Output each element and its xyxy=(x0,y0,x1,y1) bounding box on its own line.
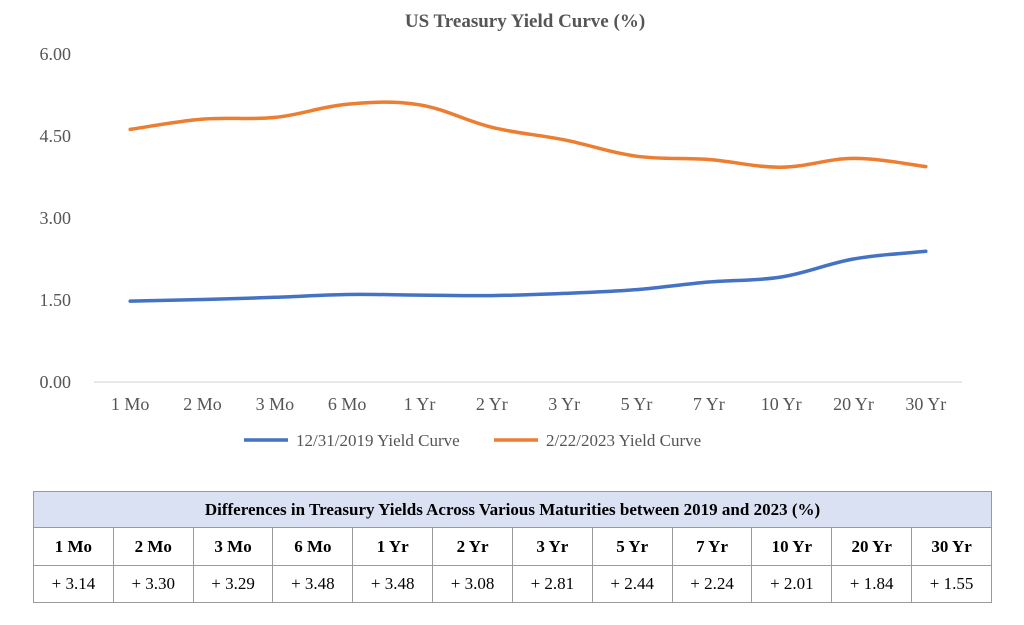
table-cell: + 1.84 xyxy=(831,565,913,603)
table-header-cell: 3 Yr xyxy=(511,527,593,566)
y-tick-labels: 0.00 1.50 3.00 4.50 6.00 xyxy=(40,44,72,392)
table-header-cell: 30 Yr xyxy=(911,527,992,566)
table-header-cell: 3 Mo xyxy=(192,527,274,566)
x-tick-label: 3 Mo xyxy=(256,394,295,414)
table-cell: + 2.44 xyxy=(591,565,673,603)
x-tick-label: 3 Yr xyxy=(548,394,580,414)
legend-label: 2/22/2023 Yield Curve xyxy=(546,431,701,450)
table-header-cell: 10 Yr xyxy=(751,527,833,566)
y-tick-label: 0.00 xyxy=(40,372,72,392)
table-header-cell: 7 Yr xyxy=(671,527,753,566)
table-cell: + 2.24 xyxy=(671,565,753,603)
table-cell: + 3.48 xyxy=(352,565,434,603)
legend-label: 12/31/2019 Yield Curve xyxy=(296,431,460,450)
table-cell: + 2.81 xyxy=(511,565,593,603)
series-line-1 xyxy=(128,249,928,303)
series-2-point xyxy=(707,158,711,161)
series-2-point xyxy=(128,127,132,131)
table-header-cell: 2 Yr xyxy=(432,527,513,566)
table-header-cell: 1 Mo xyxy=(33,527,114,566)
series-1-point xyxy=(635,288,638,292)
x-tick-label: 10 Yr xyxy=(761,394,802,414)
series-1-point xyxy=(779,275,783,279)
legend: 12/31/2019 Yield Curve 2/22/2023 Yield Cu… xyxy=(244,431,701,450)
y-tick-label: 6.00 xyxy=(40,44,72,64)
table-header-row: 1 Mo 2 Mo 3 Mo 6 Mo 1 Yr 2 Yr 3 Yr 5 Yr 7 Yr 10 Y… xyxy=(33,527,992,566)
series-2-point xyxy=(345,102,349,106)
table-header-cell: 2 Mo xyxy=(112,527,194,566)
series-lines xyxy=(128,100,928,303)
table-header-cell: 6 Mo xyxy=(272,527,354,566)
series-line-2 xyxy=(128,100,928,169)
table-cell: + 3.14 xyxy=(33,565,114,603)
table-caption-row: Differences in Treasury Yields Across Va… xyxy=(33,491,992,528)
series-2-point xyxy=(490,125,494,129)
x-tick-label: 6 Mo xyxy=(328,394,367,414)
yield-difference-table: Differences in Treasury Yields Across Va… xyxy=(33,491,992,603)
x-tick-label: 30 Yr xyxy=(905,394,946,414)
series-1-point xyxy=(273,295,277,299)
chart-svg: US Treasury Yield Curve (%) 0.00 1.50 3.00… xyxy=(40,11,962,450)
series-1-point xyxy=(418,293,421,297)
table-cell: + 2.01 xyxy=(751,565,833,603)
x-tick-label: 1 Yr xyxy=(404,394,436,414)
x-tick-label: 1 Mo xyxy=(111,394,150,414)
series-1-point xyxy=(852,257,855,261)
table-header-cell: 20 Yr xyxy=(831,527,913,566)
series-2-point xyxy=(273,115,277,119)
x-tick-labels: 1 Mo 2 Mo 3 Mo 6 Mo 1 Yr 2 Yr 3 Yr 5 Yr 7 Yr 10 Y… xyxy=(111,394,946,414)
table-row: + 3.14 + 3.30 + 3.29 + 3.48 + 3.48 + 3.08 + 2.… xyxy=(33,565,992,603)
y-tick-label: 1.50 xyxy=(40,290,72,310)
series-1-point xyxy=(562,291,566,295)
x-tick-label: 20 Yr xyxy=(833,394,874,414)
x-tick-label: 5 Yr xyxy=(621,394,653,414)
series-1-point xyxy=(345,293,349,296)
x-tick-label: 7 Yr xyxy=(693,394,725,414)
series-1-point xyxy=(707,280,711,284)
series-2-point xyxy=(779,165,783,169)
series-2-point xyxy=(201,117,204,121)
series-1-point xyxy=(924,249,928,253)
table-caption: Differences in Treasury Yields Across Va… xyxy=(33,491,992,528)
x-tick-label: 2 Mo xyxy=(183,394,222,414)
series-2-point xyxy=(852,156,855,160)
series-1-point xyxy=(490,294,494,298)
yield-curve-chart: US Treasury Yield Curve (%) 0.00 1.50 3.00… xyxy=(40,11,962,450)
series-2-point xyxy=(562,138,566,142)
chart-title: US Treasury Yield Curve (%) xyxy=(405,11,645,32)
y-tick-label: 4.50 xyxy=(40,126,72,146)
series-2-point xyxy=(418,103,421,107)
series-1-point xyxy=(201,298,204,301)
table-cell: + 1.55 xyxy=(911,565,992,603)
table-cell: + 3.30 xyxy=(112,565,194,603)
table-header-cell: 1 Yr xyxy=(352,527,434,566)
series-2-point xyxy=(924,165,928,169)
x-tick-label: 2 Yr xyxy=(476,394,508,414)
table-header-cell: 5 Yr xyxy=(591,527,673,566)
table-cell: + 3.29 xyxy=(192,565,274,603)
series-2-point xyxy=(635,154,638,158)
y-tick-label: 3.00 xyxy=(40,208,72,228)
table-cell: + 3.08 xyxy=(432,565,513,603)
table-cell: + 3.48 xyxy=(272,565,354,603)
series-1-point xyxy=(128,299,132,303)
